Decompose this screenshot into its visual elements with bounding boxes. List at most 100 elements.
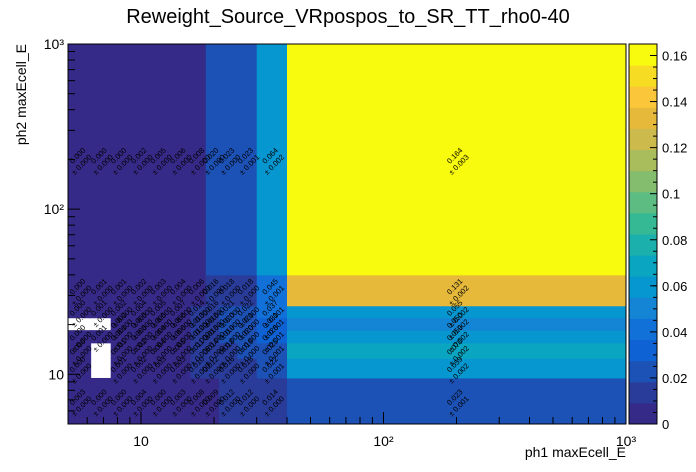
heatmap-cell — [151, 305, 170, 319]
heatmap-cell — [256, 317, 288, 331]
heatmap-cell — [237, 305, 258, 319]
colorbar-frame — [628, 43, 658, 425]
heatmap-cell — [219, 317, 239, 331]
heatmap-cell — [219, 44, 239, 276]
x-axis-title: ph1 maxEcell_E — [525, 444, 626, 460]
heatmap-cell — [190, 305, 207, 319]
heatmap-cell — [129, 317, 152, 331]
heatmap-cell — [237, 330, 258, 344]
x-tick-label: 10³ — [616, 433, 637, 449]
heatmap-cell — [205, 358, 220, 379]
heatmap-cell — [256, 342, 288, 359]
colorbar-segment — [629, 212, 657, 235]
heatmap-cell — [110, 342, 131, 359]
heatmap-cell — [151, 377, 170, 425]
heatmap-cell — [219, 330, 239, 344]
heatmap-cell — [110, 317, 131, 331]
heatmap-cell — [190, 377, 207, 425]
colorbar-segment — [629, 276, 657, 298]
heatmap-cell — [129, 44, 152, 276]
heatmap-cell — [205, 317, 220, 331]
colorbar-segment — [629, 107, 657, 129]
heatmap-cell — [90, 44, 112, 276]
colorbar-segment — [629, 381, 657, 404]
heatmap-cell — [110, 274, 131, 307]
heatmap-cell — [68, 44, 92, 276]
heatmap-cell — [190, 358, 207, 379]
colorbar-segment — [629, 149, 657, 172]
colorbar-segment — [629, 234, 657, 256]
heatmap-cell — [286, 305, 627, 319]
heatmap-cell — [219, 305, 239, 319]
heatmap-cell — [110, 330, 131, 344]
heatmap-cell — [237, 317, 258, 331]
y-tick-label: 10 — [48, 366, 64, 382]
plot-frame — [67, 43, 627, 425]
colorbar-segment — [629, 128, 657, 151]
colorbar-tick-label: 0.08 — [662, 233, 687, 248]
heatmap-cell — [286, 377, 627, 425]
heatmap-cell — [237, 377, 258, 425]
heatmap-cell — [168, 305, 191, 319]
heatmap-cell — [151, 358, 170, 379]
heatmap-cell — [151, 330, 170, 344]
heatmap-cell — [205, 377, 220, 425]
heatmap-cell — [190, 330, 207, 344]
heatmap-cell — [168, 317, 191, 331]
heatmap-cell — [151, 274, 170, 307]
heatmap-cell — [110, 358, 131, 379]
heatmap-cell — [205, 274, 220, 307]
colorbar-tick-label: 0.02 — [662, 371, 687, 386]
heatmap-cell — [219, 342, 239, 359]
heatmap-cell — [286, 317, 627, 331]
heatmap-cell — [256, 358, 288, 379]
heatmap-cell — [205, 305, 220, 319]
heatmap-cell — [90, 377, 112, 425]
colorbar-segment — [629, 44, 657, 66]
heatmap-cell — [129, 305, 152, 319]
heatmap-cell — [237, 342, 258, 359]
heatmap-cell — [219, 358, 239, 379]
heatmap-cell — [129, 342, 152, 359]
heatmap-cell — [286, 342, 627, 359]
heatmap-cell — [205, 330, 220, 344]
heatmap-cell — [151, 342, 170, 359]
heatmap-cell — [168, 377, 191, 425]
heatmap-cell — [168, 330, 191, 344]
heatmap-cell — [286, 330, 627, 344]
heatmap-cell — [168, 274, 191, 307]
heatmap-cell — [151, 317, 170, 331]
colorbar-segment — [629, 402, 657, 425]
heatmap-cell — [68, 377, 92, 425]
heatmap-cell — [190, 342, 207, 359]
x-tick-label: 10 — [133, 433, 149, 449]
y-axis-title: ph2 maxEcell_E — [13, 44, 29, 145]
heatmap-cell — [110, 305, 131, 319]
colorbar-segment — [629, 191, 657, 214]
heatmap-cell — [168, 342, 191, 359]
heatmap-cell — [205, 44, 220, 276]
colorbar-segment — [629, 86, 657, 108]
heatmap-cell — [256, 44, 288, 276]
heatmap-cell — [237, 44, 258, 276]
colorbar-tick-label: 0.14 — [662, 95, 687, 110]
heatmap-cell — [256, 377, 288, 425]
heatmap-cell — [90, 305, 112, 319]
heatmap-cell — [68, 274, 92, 307]
heatmap-cell — [110, 44, 131, 276]
heatmap-cell — [68, 305, 92, 319]
heatmap-cell — [110, 377, 131, 425]
heatmap-cell — [219, 377, 239, 425]
colorbar-tick-label: 0.12 — [662, 141, 687, 156]
heatmap-cell — [129, 358, 152, 379]
heatmap-cell — [256, 330, 288, 344]
heatmap-cell — [256, 305, 288, 319]
colorbar-segment — [629, 170, 657, 193]
heatmap-cell — [151, 44, 170, 276]
heatmap-cell — [190, 44, 207, 276]
heatmap-cell — [286, 358, 627, 379]
colorbar-segment — [629, 339, 657, 362]
heatmap-cell — [237, 358, 258, 379]
colorbar-segment — [629, 297, 657, 319]
